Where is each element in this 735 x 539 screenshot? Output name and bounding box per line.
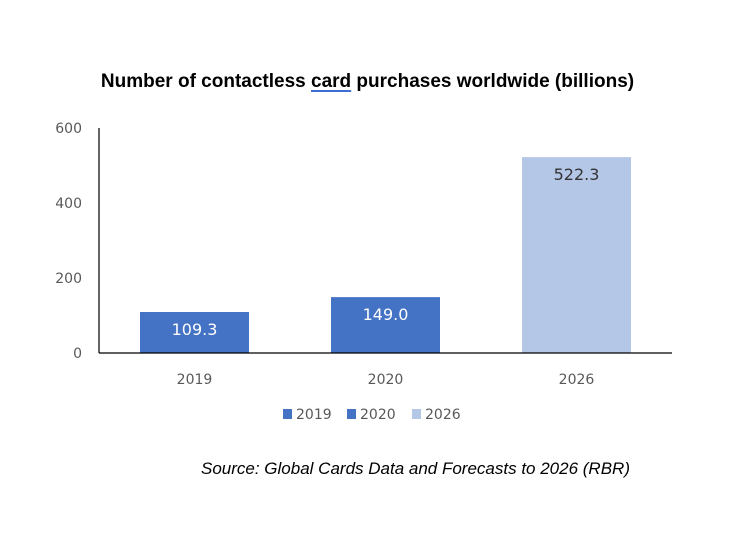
- legend-swatch-2026: [412, 409, 421, 419]
- data-label: 149.0: [363, 305, 409, 324]
- title-text-start: Number of contactless: [100, 71, 312, 92]
- x-tick-label: 2026: [559, 372, 595, 388]
- source-note: Source: Global Cards Data and Forecasts …: [201, 459, 630, 478]
- legend-label: 2019: [296, 407, 332, 423]
- legend-label: 2026: [425, 407, 461, 423]
- title-text-end: purchases worldwide (billions): [351, 71, 635, 92]
- chart-title: Number of contactless card purchases wor…: [0, 71, 735, 93]
- data-label: 522.3: [554, 165, 600, 184]
- bar-2020: [331, 297, 440, 353]
- legend-swatch-2020: [347, 409, 356, 419]
- bar-2019: [140, 312, 249, 353]
- y-tick-label: 400: [55, 196, 82, 212]
- x-tick-label: 2019: [177, 372, 213, 388]
- y-tick-label: 0: [73, 346, 82, 362]
- bar-2026: [522, 157, 631, 353]
- y-tick-label: 600: [55, 121, 82, 137]
- y-tick-label: 200: [55, 271, 82, 287]
- legend-swatch-2019: [283, 409, 292, 419]
- data-label: 109.3: [172, 320, 218, 339]
- legend-label: 2020: [360, 407, 396, 423]
- x-tick-label: 2020: [368, 372, 404, 388]
- title-underlined-word: card: [311, 71, 352, 92]
